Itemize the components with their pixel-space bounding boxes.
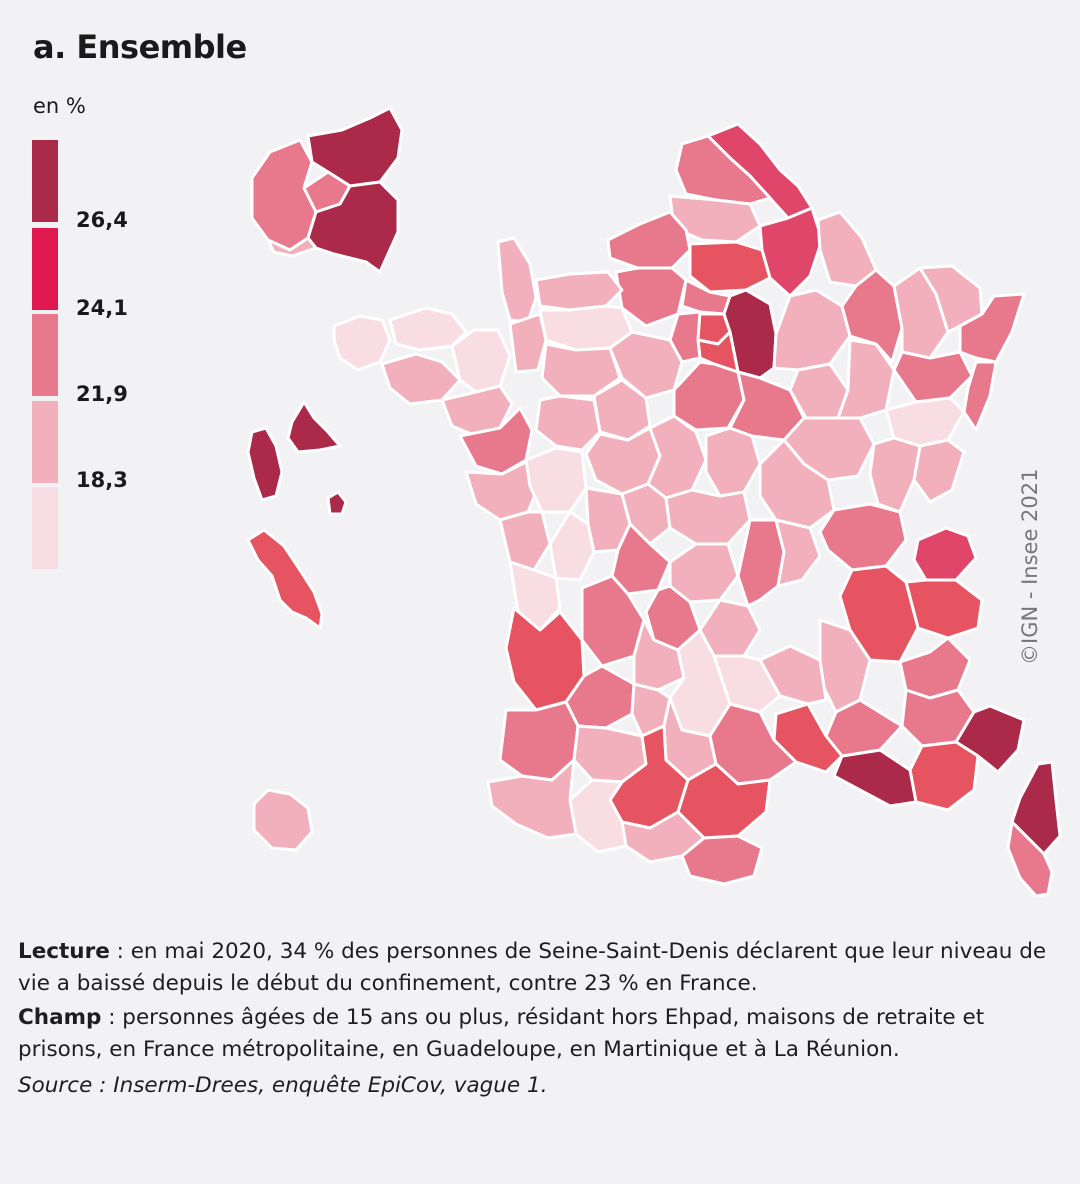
dept-jura (868, 436, 922, 514)
source-note: Source : Inserm-Drees, enquête EpiCov, v… (18, 1073, 548, 1098)
dept-pas-de-calais (674, 134, 772, 206)
champ-note: Champ : personnes âgées de 15 ans ou plu… (18, 1002, 1048, 1066)
legend-tick-2: 24,1 (76, 296, 128, 320)
dept-bouches-du-rhone (832, 748, 918, 808)
dept-doubs (912, 438, 966, 504)
guadeloupe-basse-terre (246, 426, 284, 502)
dept-rhone (774, 518, 822, 588)
dept-vienne (524, 446, 588, 514)
lecture-note: Lecture : en mai 2020, 34 % des personne… (18, 936, 1048, 1000)
dept-cotes-darmor (388, 306, 468, 352)
legend-swatch-3 (32, 314, 58, 396)
dept-hautes-alpes (898, 636, 972, 700)
legend-unit: en % (33, 94, 86, 118)
dept-ariege (620, 810, 706, 864)
la-reunion (252, 788, 314, 852)
idf-region-south (266, 236, 318, 258)
dept-haute-savoie (912, 526, 978, 582)
dept-allier (664, 488, 752, 546)
dept-aisne (758, 206, 824, 298)
dept-haut-rhin (962, 360, 998, 432)
dept-ardennes (816, 210, 878, 288)
dept-calvados (534, 270, 624, 312)
dept-savoie (904, 578, 984, 640)
legend-swatch-1 (32, 140, 58, 222)
idf-region-north (306, 106, 404, 188)
dept-hautes-pyrenees (568, 778, 628, 854)
lecture-text: : en mai 2020, 34 % des personnes de Sei… (18, 939, 1047, 996)
dept-indre-et-loire (534, 394, 602, 452)
dept-manche (496, 236, 538, 324)
dept-mayenne (508, 312, 548, 374)
dept-eure-et-loir (608, 330, 684, 400)
dept-seine-saint-denis (722, 288, 778, 380)
dept-loire (736, 518, 786, 608)
guadeloupe-grande-terre (286, 400, 342, 454)
guadeloupe-marie-galante (326, 490, 348, 516)
map-title: a. Ensemble (33, 28, 247, 66)
map-credit: ©IGN - Insee 2021 (1018, 468, 1042, 665)
dept-deux-sevres (498, 510, 552, 572)
france-departments-map (246, 106, 1062, 898)
legend-tick-4: 18,3 (76, 468, 128, 492)
color-legend: 26,4 24,1 21,9 18,3 (32, 140, 172, 580)
legend-swatch-4 (32, 401, 58, 483)
dept-seine-maritime (606, 210, 692, 270)
map-notes: Lecture : en mai 2020, 34 % des personne… (18, 936, 1048, 1102)
martinique (246, 528, 324, 630)
dept-meuse (840, 268, 904, 364)
dept-ille-et-vilaine (450, 328, 512, 394)
dept-marne (772, 288, 852, 372)
dept-var (908, 740, 980, 812)
dept-maine-et-loire (458, 406, 534, 476)
idf-region-east (306, 180, 400, 274)
dept-corse-du-sud (1006, 820, 1054, 898)
dept-loire-atlantique (440, 384, 514, 438)
dept-pyrenees-orientales (680, 834, 764, 886)
dept-pyrenees-atlantiques (486, 758, 578, 840)
dept-finistere (332, 314, 392, 372)
legend-swatch-5 (32, 487, 58, 569)
dept-ain (818, 502, 908, 572)
lecture-label: Lecture (18, 939, 110, 964)
champ-text: : personnes âgées de 15 ans ou plus, rés… (18, 1005, 985, 1062)
champ-label: Champ (18, 1005, 102, 1030)
dept-nievre (704, 426, 762, 498)
dept-morbihan (380, 352, 462, 406)
legend-tick-1: 26,4 (76, 208, 128, 232)
dept-oise (688, 240, 772, 294)
legend-tick-3: 21,9 (76, 382, 128, 406)
legend-swatch-2 (32, 228, 58, 310)
dept-vosges (892, 350, 974, 404)
